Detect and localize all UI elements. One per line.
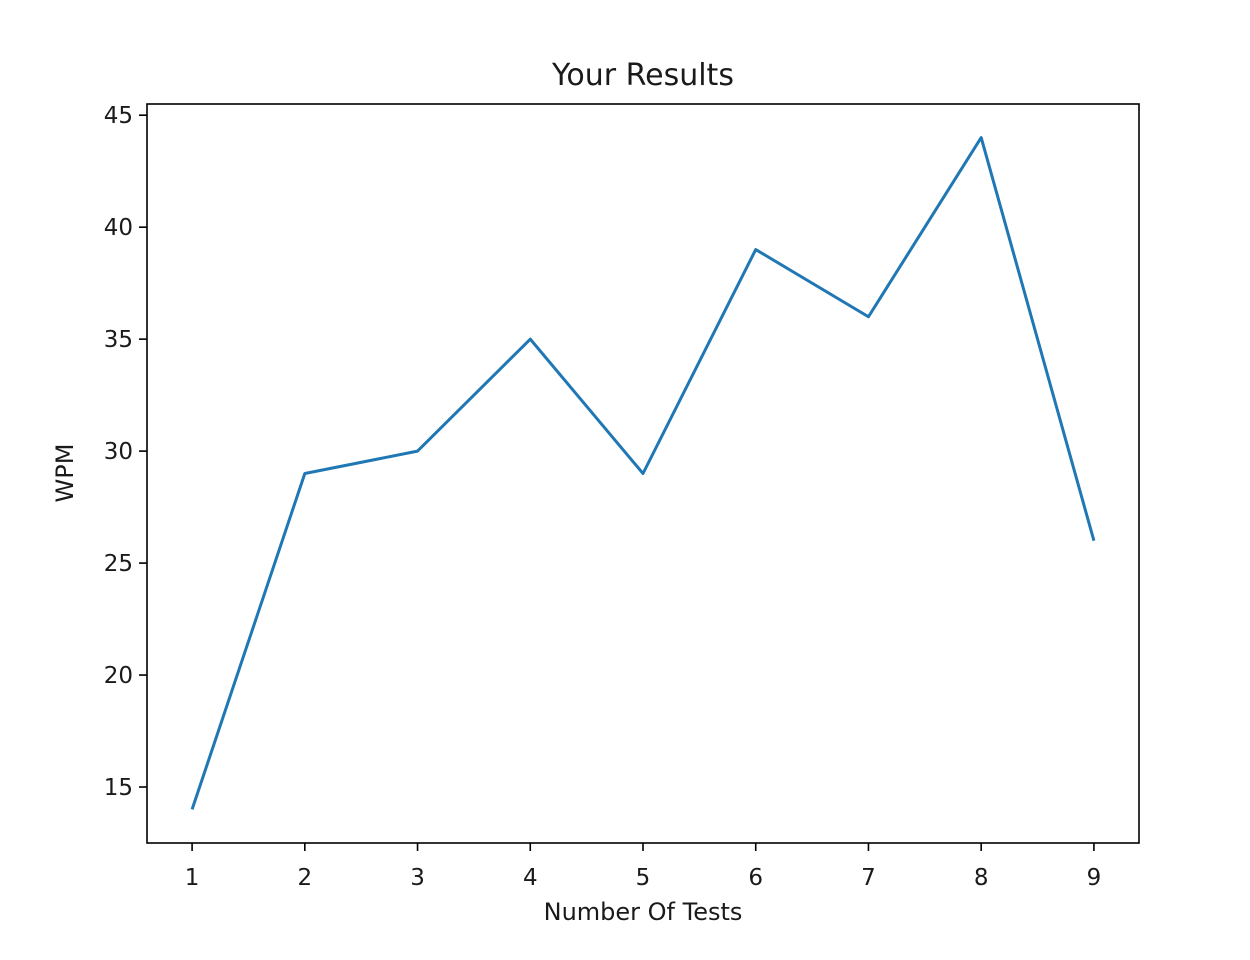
data-point-3 bbox=[416, 450, 419, 453]
series-line bbox=[190, 136, 1096, 810]
data-point-8 bbox=[980, 136, 983, 139]
x-tick-label-8: 8 bbox=[974, 865, 989, 891]
y-tick-label-40: 40 bbox=[104, 215, 133, 241]
x-tick-label-9: 9 bbox=[1087, 865, 1102, 891]
x-tick-label-5: 5 bbox=[636, 865, 651, 891]
y-tick-label-20: 20 bbox=[104, 663, 133, 689]
x-tick-label-7: 7 bbox=[861, 865, 876, 891]
x-tick-label-2: 2 bbox=[297, 865, 312, 891]
x-axis: 1 2 3 4 5 6 7 8 9 bbox=[185, 843, 1101, 891]
y-tick-label-15: 15 bbox=[104, 775, 133, 801]
y-tick-label-45: 45 bbox=[104, 103, 133, 129]
data-point-4 bbox=[529, 338, 532, 341]
y-axis: 15 20 25 30 35 40 45 bbox=[104, 103, 147, 801]
x-tick-label-1: 1 bbox=[185, 865, 200, 891]
x-tick-label-6: 6 bbox=[748, 865, 763, 891]
x-tick-label-4: 4 bbox=[523, 865, 538, 891]
data-point-7 bbox=[867, 315, 870, 318]
data-point-9 bbox=[1092, 539, 1095, 542]
y-tick-label-30: 30 bbox=[104, 439, 133, 465]
data-point-6 bbox=[754, 248, 757, 251]
y-axis-label: WPM bbox=[51, 444, 79, 503]
data-point-2 bbox=[303, 472, 306, 475]
data-point-5 bbox=[642, 472, 645, 475]
data-point-1 bbox=[191, 808, 194, 811]
y-tick-label-35: 35 bbox=[104, 327, 133, 353]
y-tick-label-25: 25 bbox=[104, 551, 133, 577]
chart-title: Your Results bbox=[551, 58, 734, 93]
x-axis-label: Number Of Tests bbox=[544, 898, 743, 926]
x-tick-label-3: 3 bbox=[410, 865, 425, 891]
